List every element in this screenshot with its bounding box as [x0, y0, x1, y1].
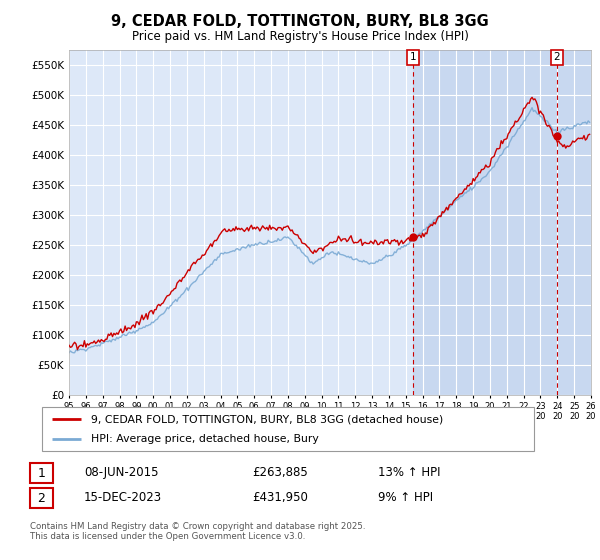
Text: 9, CEDAR FOLD, TOTTINGTON, BURY, BL8 3GG: 9, CEDAR FOLD, TOTTINGTON, BURY, BL8 3GG	[111, 14, 489, 29]
Text: 15-DEC-2023: 15-DEC-2023	[84, 491, 162, 504]
Text: 9, CEDAR FOLD, TOTTINGTON, BURY, BL8 3GG (detached house): 9, CEDAR FOLD, TOTTINGTON, BURY, BL8 3GG…	[91, 414, 443, 424]
Text: HPI: Average price, detached house, Bury: HPI: Average price, detached house, Bury	[91, 435, 319, 445]
Text: 08-JUN-2015: 08-JUN-2015	[84, 465, 158, 479]
Text: 9% ↑ HPI: 9% ↑ HPI	[378, 491, 433, 504]
Text: 1: 1	[37, 466, 46, 480]
Text: Price paid vs. HM Land Registry's House Price Index (HPI): Price paid vs. HM Land Registry's House …	[131, 30, 469, 43]
Text: 1: 1	[410, 52, 416, 62]
Text: 2: 2	[553, 52, 560, 62]
Bar	[413, 50, 591, 395]
Text: £263,885: £263,885	[252, 465, 308, 479]
Text: £431,950: £431,950	[252, 491, 308, 504]
Text: 13% ↑ HPI: 13% ↑ HPI	[378, 465, 440, 479]
Text: Contains HM Land Registry data © Crown copyright and database right 2025.
This d: Contains HM Land Registry data © Crown c…	[30, 522, 365, 542]
Text: 2: 2	[37, 492, 46, 505]
